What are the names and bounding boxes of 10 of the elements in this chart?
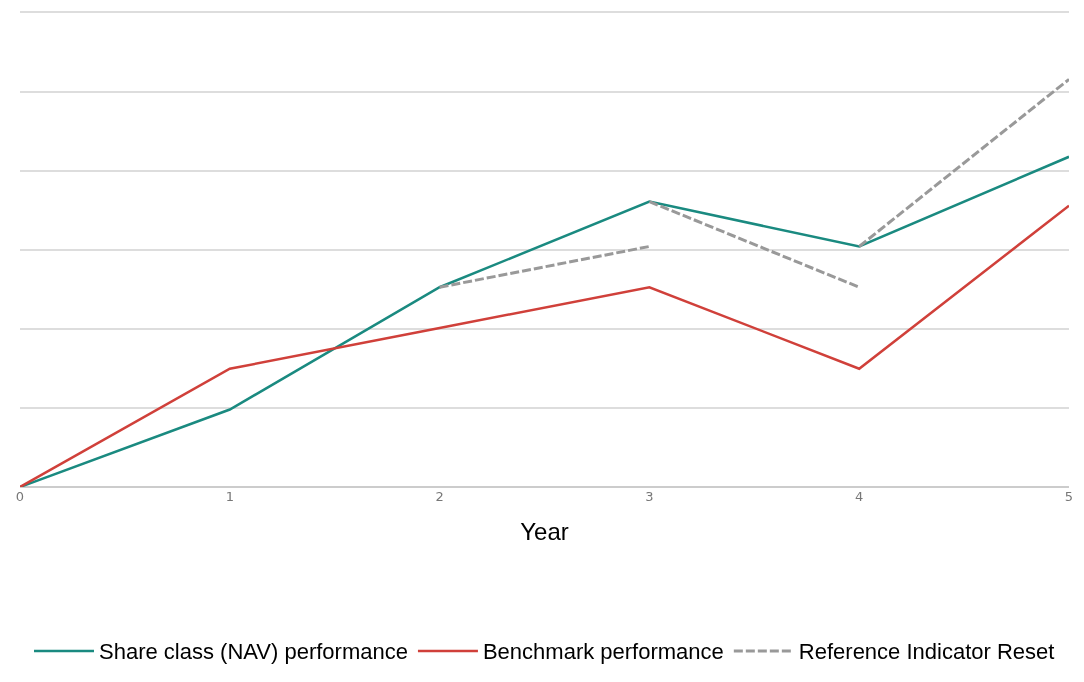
x-tick-label: 5 [1064,489,1074,504]
x-tick-label: 1 [225,489,234,504]
legend-label: Share class (NAV) performance [99,639,408,665]
x-tick-label: 3 [645,489,654,504]
x-axis-title: Year [520,518,569,546]
x-tick-label: 0 [15,489,25,504]
legend-label: Reference Indicator Reset [798,639,1055,665]
legend-label: Benchmark performance [482,639,724,665]
x-tick-label: 2 [435,489,444,504]
x-tick-label: 4 [855,489,864,504]
